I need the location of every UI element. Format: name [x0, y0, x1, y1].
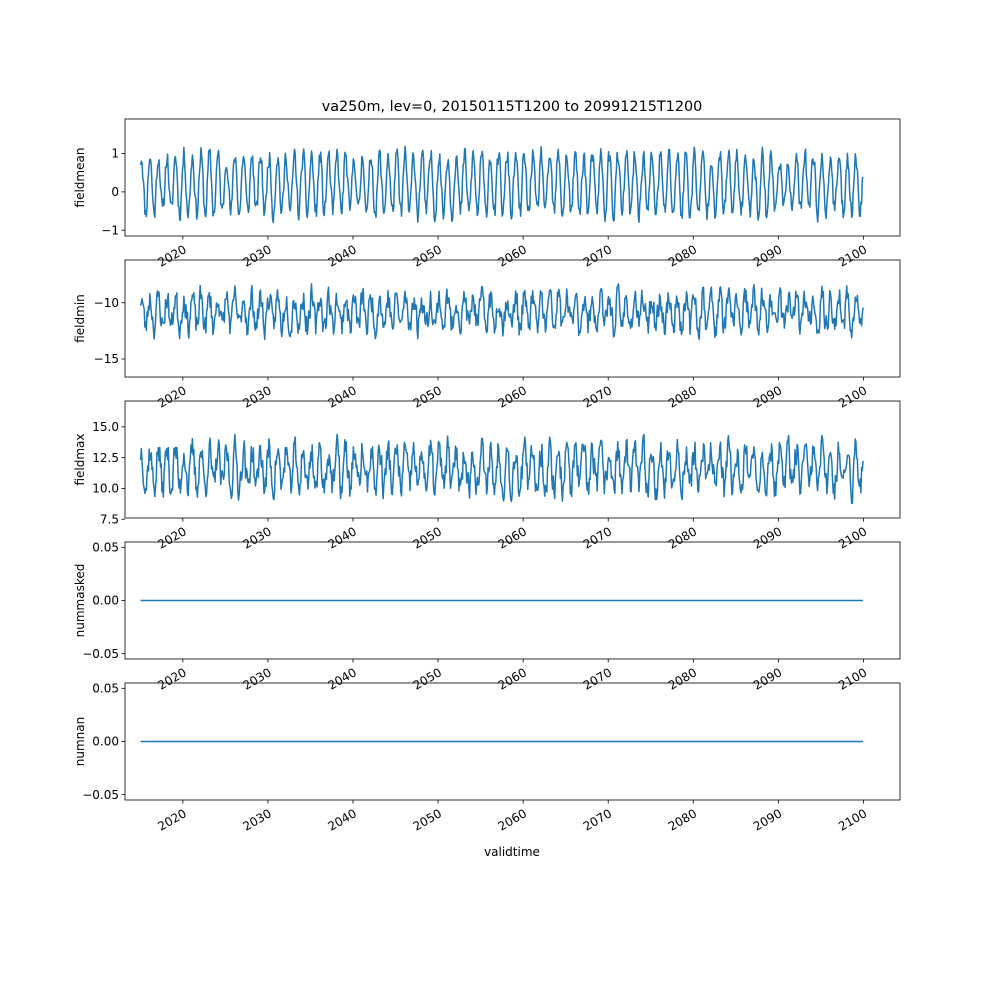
axes-frame [124, 400, 901, 519]
x-tick-label: 2060 [496, 665, 529, 692]
x-tick-label: 2100 [836, 665, 869, 692]
y-tick-label: 12.5 [92, 451, 119, 465]
x-tick-label: 2050 [411, 806, 444, 833]
x-tick-label: 2050 [411, 383, 444, 410]
x-tick-label: 2030 [240, 524, 273, 551]
x-tick-label: 2040 [326, 242, 359, 269]
y-tick-label: 10.0 [92, 482, 119, 496]
series-line-fieldmean [139, 145, 864, 224]
x-tick-label: 2080 [666, 242, 699, 269]
panel-fieldmin: −15 −10 2020 2030 2040 2050 2060 2070 2080 2090 21… [73, 259, 901, 411]
x-tick-label: 2060 [496, 383, 529, 410]
x-tick-label: 2040 [326, 383, 359, 410]
x-tick-label: 2070 [581, 806, 614, 833]
axes-frame [124, 259, 901, 378]
x-tick-label: 2020 [155, 383, 188, 410]
x-axis-label: validtime [484, 845, 540, 859]
y-tick-label: 0.00 [92, 735, 119, 749]
x-tick-label: 2050 [411, 665, 444, 692]
x-tick-label: 2080 [666, 806, 699, 833]
x-tick-label: 2090 [751, 524, 784, 551]
x-tick-label: 2020 [155, 242, 188, 269]
axes-frame [124, 541, 901, 660]
figure-title: va250m, lev=0, 20150115T1200 to 20991215… [322, 99, 703, 115]
x-tick-label: 2100 [836, 806, 869, 833]
x-tick-label: 2090 [751, 242, 784, 269]
x-tick-label: 2030 [240, 665, 273, 692]
y-tick-label: −0.05 [82, 788, 119, 802]
x-tick-label: 2020 [155, 806, 188, 833]
x-tick-label: 2080 [666, 383, 699, 410]
x-tick-label: 2060 [496, 806, 529, 833]
y-tick-label: 0 [111, 185, 119, 199]
panel-numnan: −0.05 0.00 0.05 2020 2030 2040 2050 2060 2070 208… [73, 682, 901, 834]
panel-nummasked: −0.05 0.00 0.05 2020 2030 2040 2050 2060 2070 208… [73, 541, 901, 693]
x-tick-label: 2070 [581, 242, 614, 269]
x-tick-label: 2050 [411, 242, 444, 269]
x-tick-label: 2020 [155, 524, 188, 551]
x-tick-label: 2040 [326, 806, 359, 833]
panel-fieldmax: 7.5 10.0 12.5 15.0 2020 2030 2040 2050 2060 2070 2… [73, 400, 901, 552]
y-tick-label: 1 [111, 147, 119, 161]
x-tick-label: 2040 [326, 524, 359, 551]
x-tick-label: 2100 [836, 524, 869, 551]
y-axis-label-nummasked: nummasked [73, 564, 87, 638]
x-tick-label: 2030 [240, 242, 273, 269]
y-axis-label-numnan: numnan [73, 717, 87, 766]
y-tick-label: 0.05 [92, 541, 119, 555]
y-axis-label-fieldmean: fieldmean [73, 148, 87, 208]
x-tick-label: 2100 [836, 242, 869, 269]
x-tick-label: 2090 [751, 806, 784, 833]
x-tick-label: 2090 [751, 665, 784, 692]
axes-frame [124, 118, 901, 237]
y-tick-label: 15.0 [92, 420, 119, 434]
x-tick-label: 2070 [581, 524, 614, 551]
y-axis-label-fieldmax: fieldmax [73, 433, 87, 485]
x-tick-label: 2030 [240, 806, 273, 833]
panel-fieldmean: −1 0 1 2020 2030 2040 2050 2060 2070 2080 2090 2100… [73, 118, 901, 270]
x-tick-label: 2080 [666, 665, 699, 692]
axes-frame [124, 682, 901, 801]
x-tick-label: 2060 [496, 242, 529, 269]
x-tick-label: 2070 [581, 383, 614, 410]
y-tick-label: −15 [94, 352, 119, 366]
y-tick-label: −1 [101, 223, 119, 237]
x-tick-label: 2080 [666, 524, 699, 551]
series-line-fieldmax [139, 433, 864, 505]
y-tick-label: 7.5 [100, 512, 119, 526]
series-line-fieldmin [139, 283, 864, 341]
x-tick-label: 2100 [836, 383, 869, 410]
x-tick-label: 2050 [411, 524, 444, 551]
y-tick-label: −0.05 [82, 647, 119, 661]
x-tick-label: 2040 [326, 665, 359, 692]
x-tick-label: 2070 [581, 665, 614, 692]
y-tick-label: 0.00 [92, 594, 119, 608]
y-tick-label: −10 [94, 296, 119, 310]
x-tick-label: 2060 [496, 524, 529, 551]
x-tick-label: 2090 [751, 383, 784, 410]
y-tick-label: 0.05 [92, 682, 119, 696]
y-axis-label-fieldmin: fieldmin [73, 294, 87, 343]
x-tick-label: 2030 [240, 383, 273, 410]
x-tick-label: 2020 [155, 665, 188, 692]
